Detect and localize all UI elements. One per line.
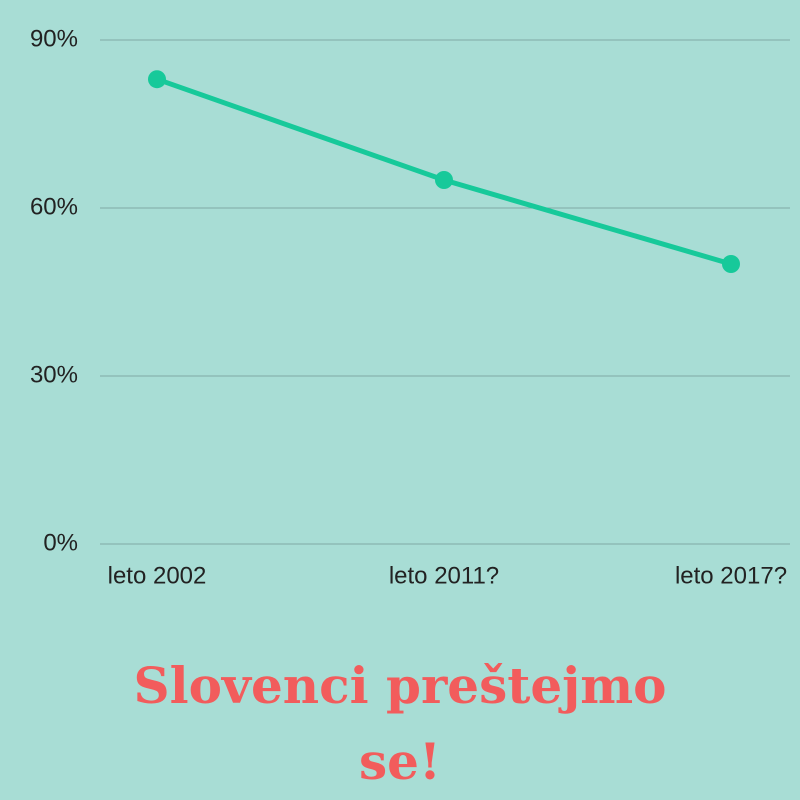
chart: 0% 30% 60% 90% leto 2002 leto 2011? leto 2017? (30, 25, 790, 589)
y-tick-label: 30% (30, 361, 78, 388)
y-tick-label: 0% (43, 529, 78, 556)
point (148, 70, 166, 89)
x-tick-label: leto 2017? (675, 562, 787, 589)
point (722, 255, 740, 273)
point (435, 171, 453, 189)
y-tick-label: 90% (30, 25, 78, 52)
x-tick-label: leto 2002 (108, 562, 207, 589)
chart-title: Slovenci preštejmo se! (133, 656, 667, 791)
x-tick-label: leto 2011? (389, 562, 499, 589)
y-tick-label: 60% (30, 193, 78, 220)
